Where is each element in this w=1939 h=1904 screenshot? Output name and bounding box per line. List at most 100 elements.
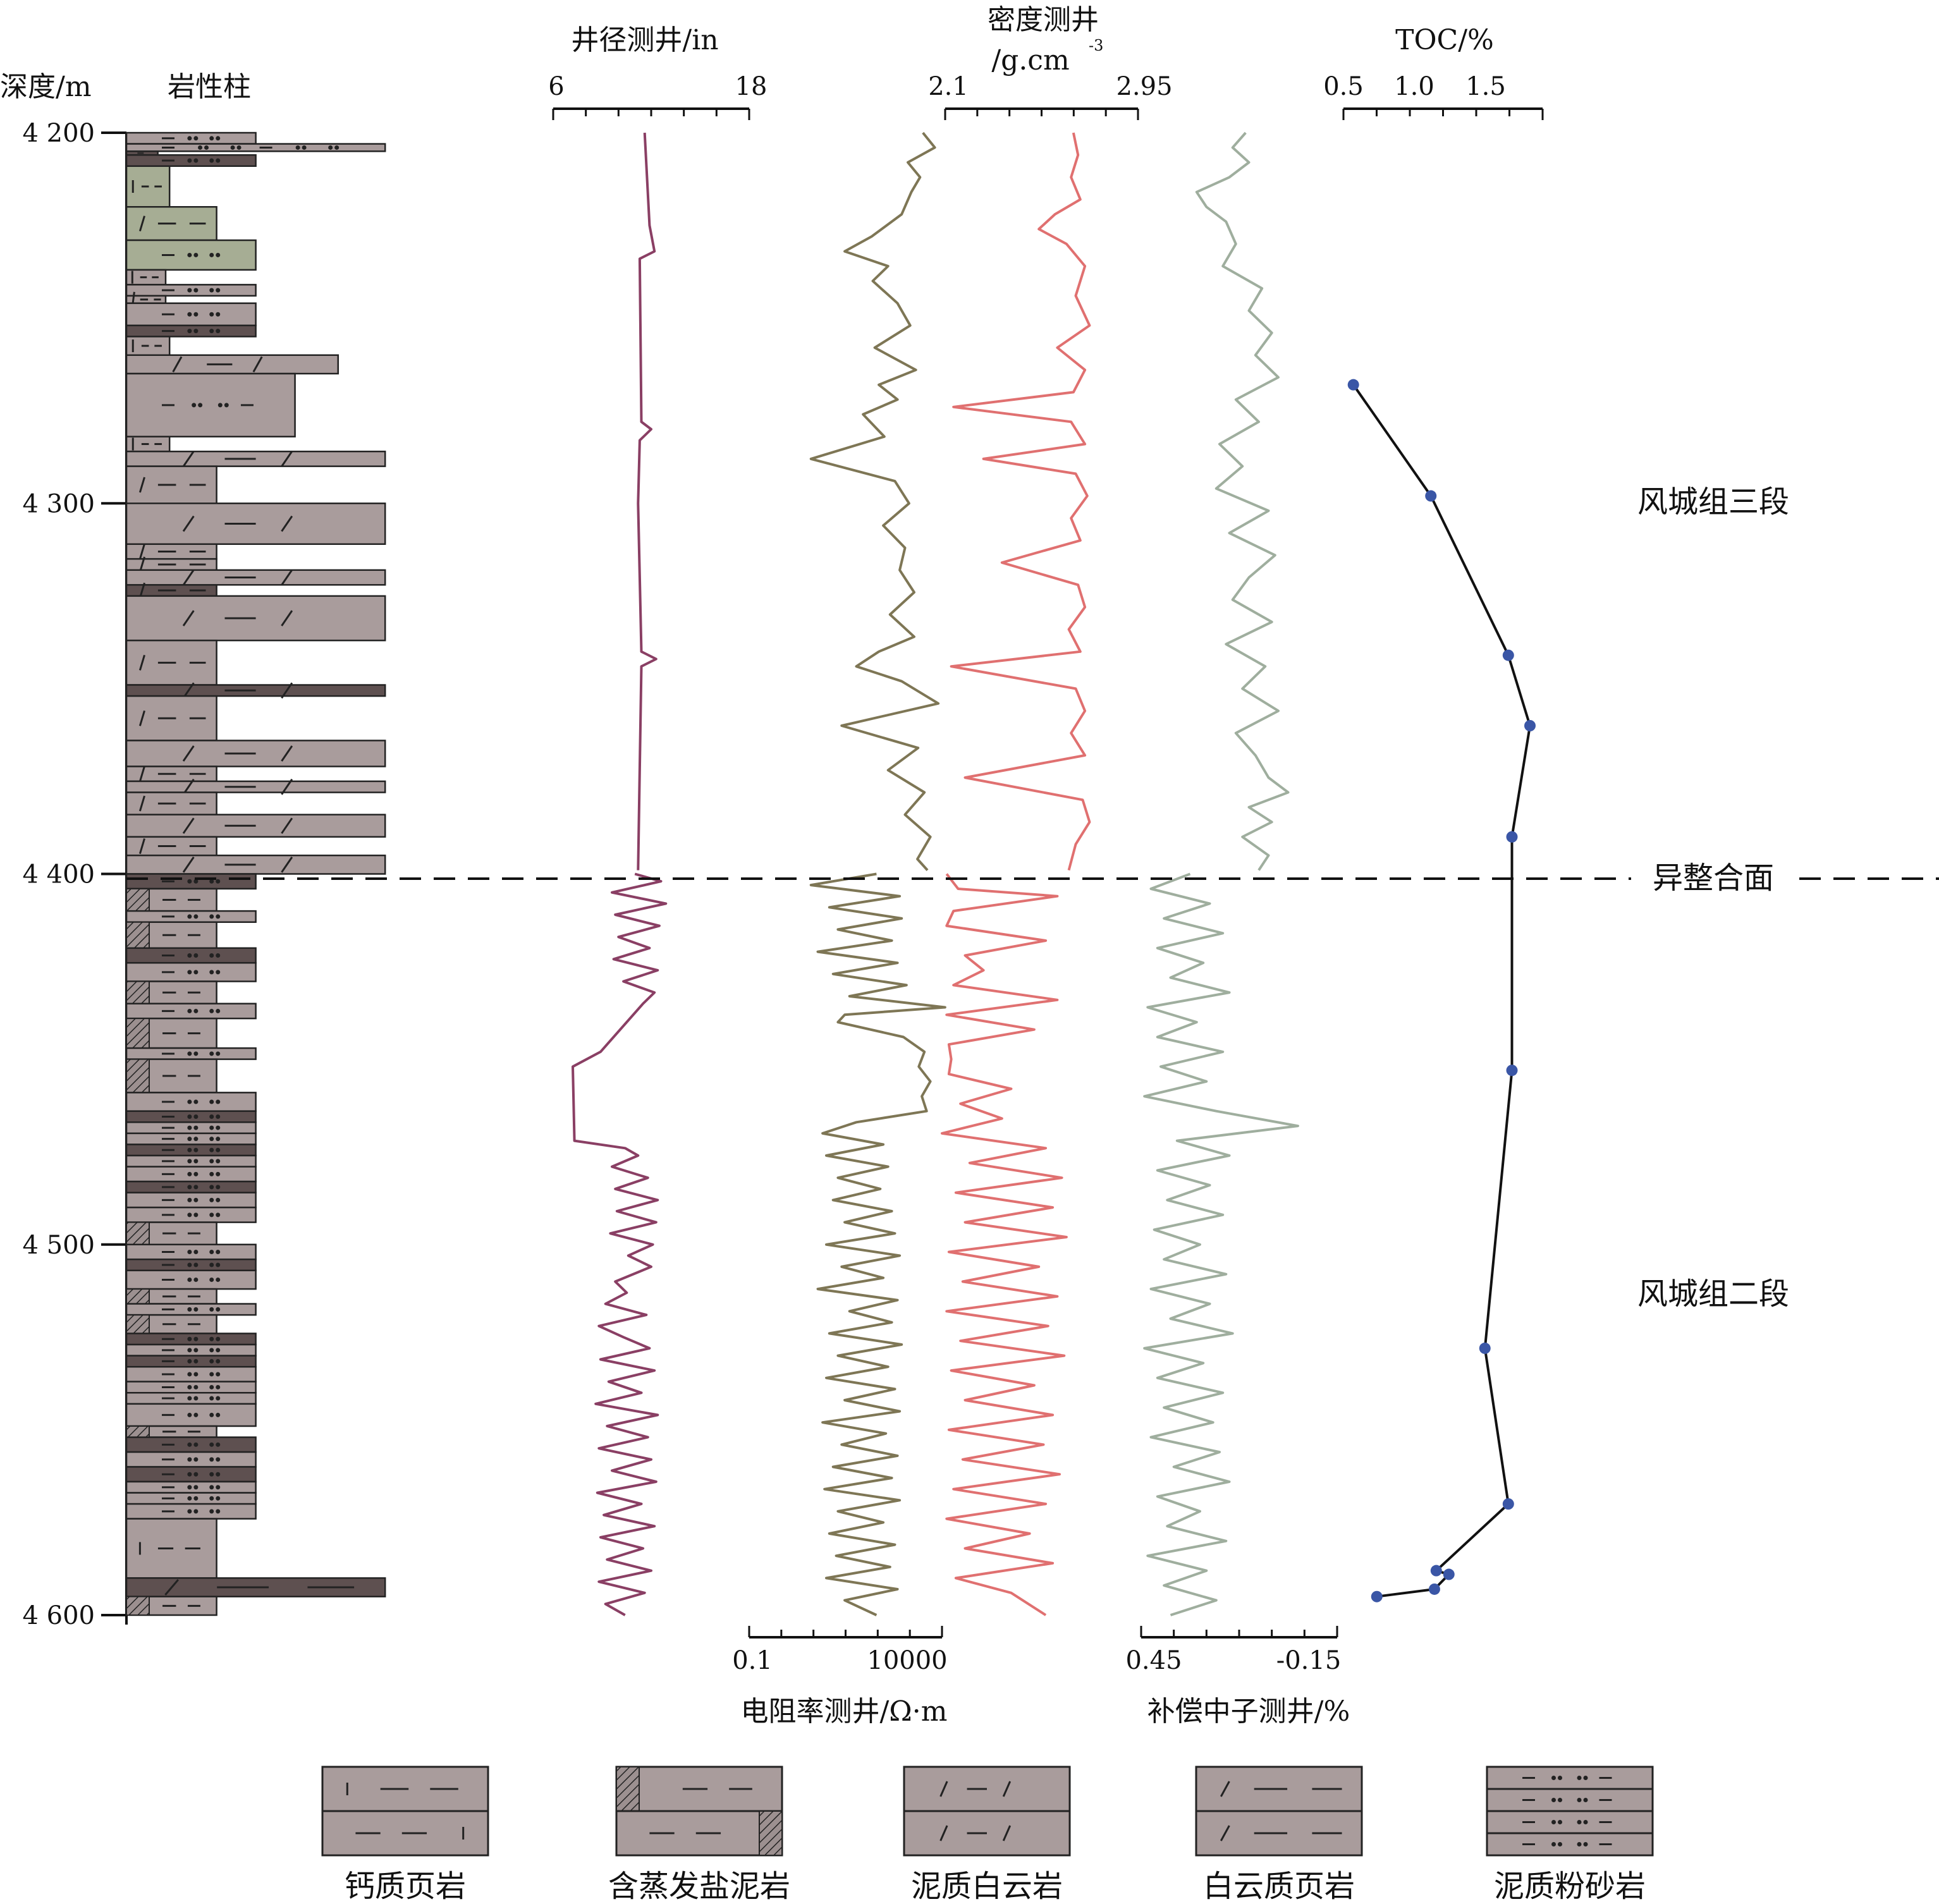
lithology-column [125,131,386,1616]
lith-symbol [187,1114,192,1119]
lithology-bed [125,873,257,890]
lithology-bed [125,740,386,767]
caliper-curve [572,132,668,1616]
toc-scale-label: 1.5 [1465,72,1506,101]
lith-symbol [193,1412,199,1417]
lith-symbol [187,1159,192,1164]
lith-symbol [193,1114,199,1119]
lith-symbol [193,1185,199,1190]
lith-symbol [1583,1820,1588,1824]
caliper-curve-upper [637,132,658,870]
lith-symbol [216,158,221,163]
toc-point [1428,1583,1440,1595]
lith-symbol [193,1348,199,1353]
lith-symbol [209,1185,214,1190]
lith-hatch [616,1766,640,1812]
lith-symbol [182,451,195,467]
lith-symbol [187,1384,192,1389]
lith-symbol [216,1159,221,1164]
lithology-bed [125,1221,217,1245]
lith-symbol [138,477,145,493]
lith-symbol [216,1384,221,1389]
lith-symbol [187,1472,192,1477]
toc-point [1524,720,1536,731]
lith-symbol [216,879,221,884]
lith-symbol [198,403,203,408]
lith-symbol [216,1336,221,1341]
lith-symbol [1551,1820,1556,1824]
lithology-bed [125,1343,257,1357]
lith-symbol [193,1171,199,1176]
toc-point [1347,379,1359,391]
lith-symbol [1002,1781,1012,1797]
lithology-bed [125,131,257,145]
lith-symbol [193,1277,199,1282]
lithology-bed [125,239,257,271]
density-curve [941,132,1091,1616]
lith-symbol [209,158,214,163]
lith-symbol [334,145,339,150]
lith-symbol [1577,1798,1582,1802]
lith-symbol [187,879,192,884]
lith-symbol [209,1412,214,1417]
lithology-bed [125,1381,257,1394]
lith-symbol [204,145,209,150]
legend-swatch [1486,1810,1654,1834]
lith-symbol [216,1185,221,1190]
resistivity-curve [809,131,946,1616]
lith-symbol [252,356,263,373]
lith-symbol [216,312,221,317]
lithology-bed [125,961,257,982]
lith-symbol [138,838,145,854]
lith-symbol [216,1114,221,1119]
toc-point [1430,1565,1442,1577]
lith-symbol [216,1485,221,1490]
lithology-bed [125,1243,257,1260]
lith-symbol [187,914,192,919]
lith-symbol [230,145,235,150]
depth-tick-label: 4 400 [22,860,95,889]
lith-symbol [209,288,214,293]
lithology-bed [125,1303,257,1316]
lith-hatch [126,1314,150,1334]
lithology-bed [125,766,217,783]
lithology-bed [125,1166,257,1183]
lith-symbol [209,1147,214,1152]
lithology-bed [125,143,386,152]
depth-tick-label: 4 200 [22,119,95,148]
lith-symbol [216,970,221,975]
lith-symbol [193,136,199,141]
lith-symbol [187,1197,192,1202]
toc-point [1443,1568,1455,1580]
lith-symbol [216,1496,221,1501]
caliper-scale-label: 18 [735,72,768,101]
lith-symbol [187,1509,192,1514]
legend-item: 白云质页岩 [1195,1766,1363,1904]
lith-symbol [187,1249,192,1254]
lithology-bed [125,1577,386,1597]
caliper-scale: 6 18 [548,72,767,120]
lithology-bed [125,206,217,241]
lith-symbol [209,1197,214,1202]
legend-item: 钙质页岩 [321,1766,489,1904]
toc-point [1371,1590,1383,1602]
lithology-bed [125,543,217,560]
lith-symbol [216,1051,221,1056]
lithology-bed [125,814,386,838]
lith-symbol [138,216,145,232]
lithology-bed [125,1154,257,1168]
lithology-bed [125,569,386,586]
lithology-bed [125,503,386,545]
lith-symbol [193,1472,199,1477]
lith-symbol [182,610,195,626]
lithology-bed [125,1503,257,1520]
lithology-bed [125,269,167,286]
lith-symbol [1577,1820,1582,1824]
lith-symbol [187,1125,192,1130]
lith-symbol [209,1051,214,1056]
lith-symbol [187,1277,192,1282]
lith-symbol [216,1472,221,1477]
lith-symbol [1577,1776,1582,1780]
bottom-scale-bars: 0.1 10000 0.45 -0.15 [732,1626,1341,1675]
